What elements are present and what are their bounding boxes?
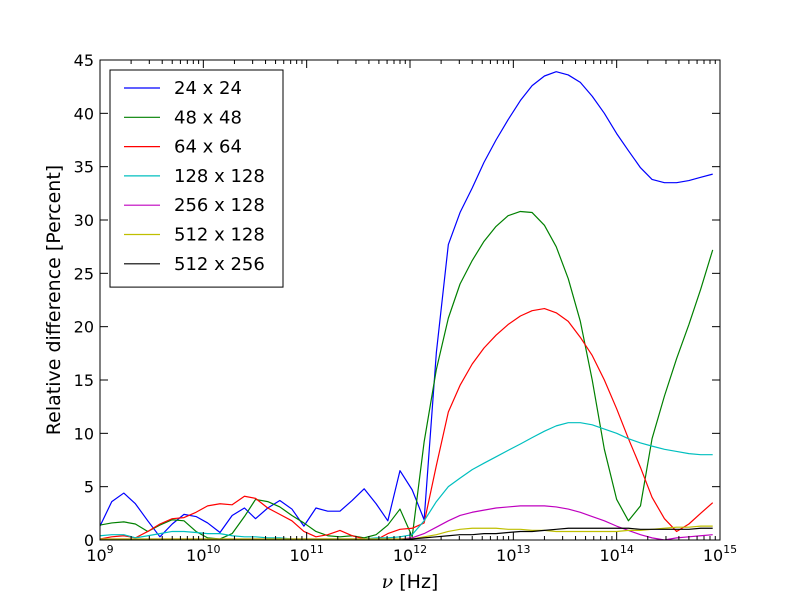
series-line-24x24 [100,71,713,538]
x-tick-label-base: 10 [496,546,516,565]
legend-label-128x128: 128 x 128 [174,166,265,187]
legend-box [109,69,284,288]
y-tick-label: 45 [74,51,94,70]
x-tick-label-base: 10 [393,546,413,565]
x-tick-label-base: 10 [703,546,723,565]
y-tick-label: 15 [74,371,94,390]
x-tick-label-exponent: 12 [413,543,427,556]
x-tick-label: 1013 [496,543,530,565]
legend-label-24x24: 24 x 24 [174,78,242,99]
series-line-64x64 [100,307,714,540]
plot-area [100,71,714,540]
x-tick-label: 1015 [703,543,737,565]
x-tick-label-base: 10 [186,546,206,565]
y-tick-label: 25 [74,264,94,283]
y-tick-label: 35 [74,158,94,177]
series-line-48x48 [100,210,714,540]
y-tick-label: 40 [74,104,94,123]
x-axis-label: ν [Hz] [382,571,439,593]
x-tick-label-exponent: 13 [517,543,531,556]
y-tick-label: 5 [84,478,94,497]
series-line-512x256 [100,527,713,540]
legend-label-512x256: 512 x 256 [174,254,265,275]
x-tick-label-base: 10 [289,546,309,565]
series-line-128x128 [100,422,713,540]
x-tick-label-exponent: 15 [723,543,737,556]
x-tick-label-exponent: 11 [310,543,324,556]
x-tick-label-exponent: 9 [107,543,114,556]
legend-label-48x48: 48 x 48 [174,107,242,128]
x-tick-label: 1011 [289,543,323,565]
y-axis-label: Relative difference [Percent] [43,165,65,435]
x-tick-label: 1010 [186,543,220,565]
y-tick-label: 0 [84,531,94,550]
legend: 24 x 24 48 x 48 64 x 64 128 x 128 256 x 128 5… [109,69,284,288]
x-axis-label-symbol: ν [382,571,400,593]
series-group [100,71,714,540]
x-tick-label: 1012 [393,543,427,565]
x-tick-label-base: 10 [86,546,106,565]
x-tick-label-exponent: 10 [207,543,221,556]
x-tick-label: 1014 [599,543,633,565]
x-tick-label-base: 10 [599,546,619,565]
x-tick-label-exponent: 14 [620,543,634,556]
axes: 109 1010 1011 1012 1013 1014 10150510152025303… [43,51,737,593]
x-tick-label: 109 [86,543,113,565]
y-tick-label: 30 [74,211,94,230]
legend-label-64x64: 64 x 64 [174,137,242,158]
legend-label-512x128: 512 x 128 [174,225,265,246]
x-axis-label-unit: [Hz] [399,571,438,593]
y-tick-label: 10 [74,424,94,443]
legend-label-256x128: 256 x 128 [174,195,265,216]
y-tick-label: 20 [74,318,94,337]
